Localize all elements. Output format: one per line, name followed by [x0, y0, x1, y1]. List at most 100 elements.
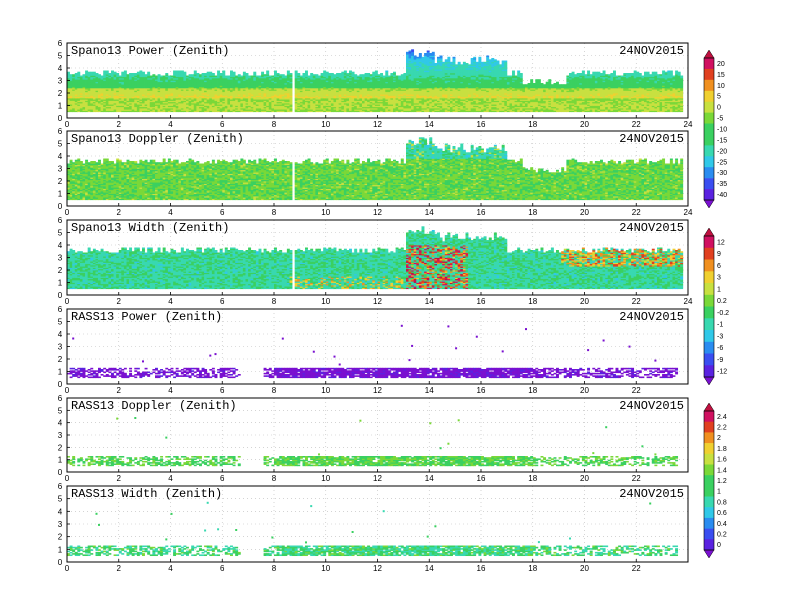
data-cell [173, 71, 176, 73]
data-cell [134, 73, 137, 75]
data-cell [261, 72, 264, 74]
data-cell [305, 71, 308, 73]
data-cell [429, 53, 432, 55]
data-cell [212, 73, 215, 75]
data-cell [114, 72, 117, 74]
data-cell [227, 76, 230, 78]
data-cell [124, 71, 127, 73]
data-cell [176, 71, 179, 73]
data-cell [103, 71, 106, 73]
data-cell [357, 76, 360, 78]
data-cell [194, 71, 197, 73]
data-cell [165, 73, 168, 75]
data-cell [352, 72, 355, 74]
data-cell [398, 76, 401, 78]
data-cell [256, 76, 259, 78]
data-cell [186, 76, 189, 78]
data-cell [271, 76, 274, 78]
data-cell [160, 76, 163, 78]
data-cell [432, 52, 435, 54]
data-cell [181, 71, 184, 73]
data-cell [440, 56, 443, 58]
data-cell [72, 74, 75, 76]
data-cell [119, 76, 122, 78]
data-cell [354, 74, 357, 76]
data-cell [453, 57, 456, 59]
data-cell [238, 74, 241, 76]
data-cell [137, 72, 140, 74]
data-cell [334, 74, 337, 76]
data-cell [336, 73, 339, 75]
data-cell [77, 72, 80, 74]
data-cell [145, 74, 148, 76]
data-cell [367, 73, 370, 75]
data-cell [406, 52, 409, 54]
data-cell [233, 72, 236, 74]
data-cell [403, 73, 406, 75]
data-cell [362, 74, 365, 76]
data-cell [191, 74, 194, 76]
data-cell [396, 76, 399, 78]
data-cell [222, 71, 225, 73]
data-cell [370, 74, 373, 76]
data-cell [279, 74, 282, 76]
data-cell [248, 76, 251, 78]
data-cell [168, 76, 171, 78]
data-cell [240, 76, 243, 78]
data-cell [409, 51, 412, 53]
data-cell [251, 76, 254, 78]
data-cell [388, 76, 391, 78]
data-cell [274, 71, 277, 73]
data-cell [93, 72, 96, 74]
data-cell [300, 76, 303, 78]
data-cell [196, 73, 199, 75]
data-cell [152, 74, 155, 76]
data-cell [277, 73, 280, 75]
data-cell [341, 72, 344, 74]
data-cell [295, 71, 298, 73]
data-cell [171, 76, 174, 78]
data-cell [96, 73, 99, 75]
data-cell [437, 57, 440, 59]
data-cell [447, 57, 450, 59]
data-cell [90, 72, 93, 74]
data-cell [269, 76, 272, 78]
data-cell [401, 74, 404, 76]
data-cell [132, 73, 135, 75]
data-cell [80, 76, 83, 78]
data-cell [108, 73, 111, 75]
data-cell [321, 73, 324, 75]
data-cell [106, 71, 109, 73]
data-cell [253, 72, 256, 74]
data-cell [375, 71, 378, 73]
data-cells [67, 49, 683, 112]
data-cell [207, 72, 210, 74]
data-cell [313, 74, 316, 76]
data-cell [445, 59, 448, 61]
data-cell [303, 73, 306, 75]
data-cell [75, 73, 78, 75]
data-cell [455, 64, 458, 66]
data-cell [411, 49, 414, 51]
data-cell [422, 57, 425, 59]
data-cell [346, 73, 349, 75]
data-cell [383, 76, 386, 78]
data-cell [442, 62, 445, 64]
data-cell [129, 73, 132, 75]
data-cell [390, 73, 393, 75]
data-cell [308, 76, 311, 78]
data-cell [450, 62, 453, 64]
data-cell [116, 73, 119, 75]
data-cell [243, 72, 246, 74]
data-cell [385, 71, 388, 73]
data-cell [139, 71, 142, 73]
data-cell [85, 71, 88, 73]
data-cell [264, 74, 267, 76]
data-cell [204, 73, 207, 75]
data-cell [323, 71, 326, 73]
data-cell [290, 73, 293, 75]
data-cell [434, 63, 437, 65]
data-cell [183, 72, 186, 74]
data-cell [127, 74, 130, 76]
